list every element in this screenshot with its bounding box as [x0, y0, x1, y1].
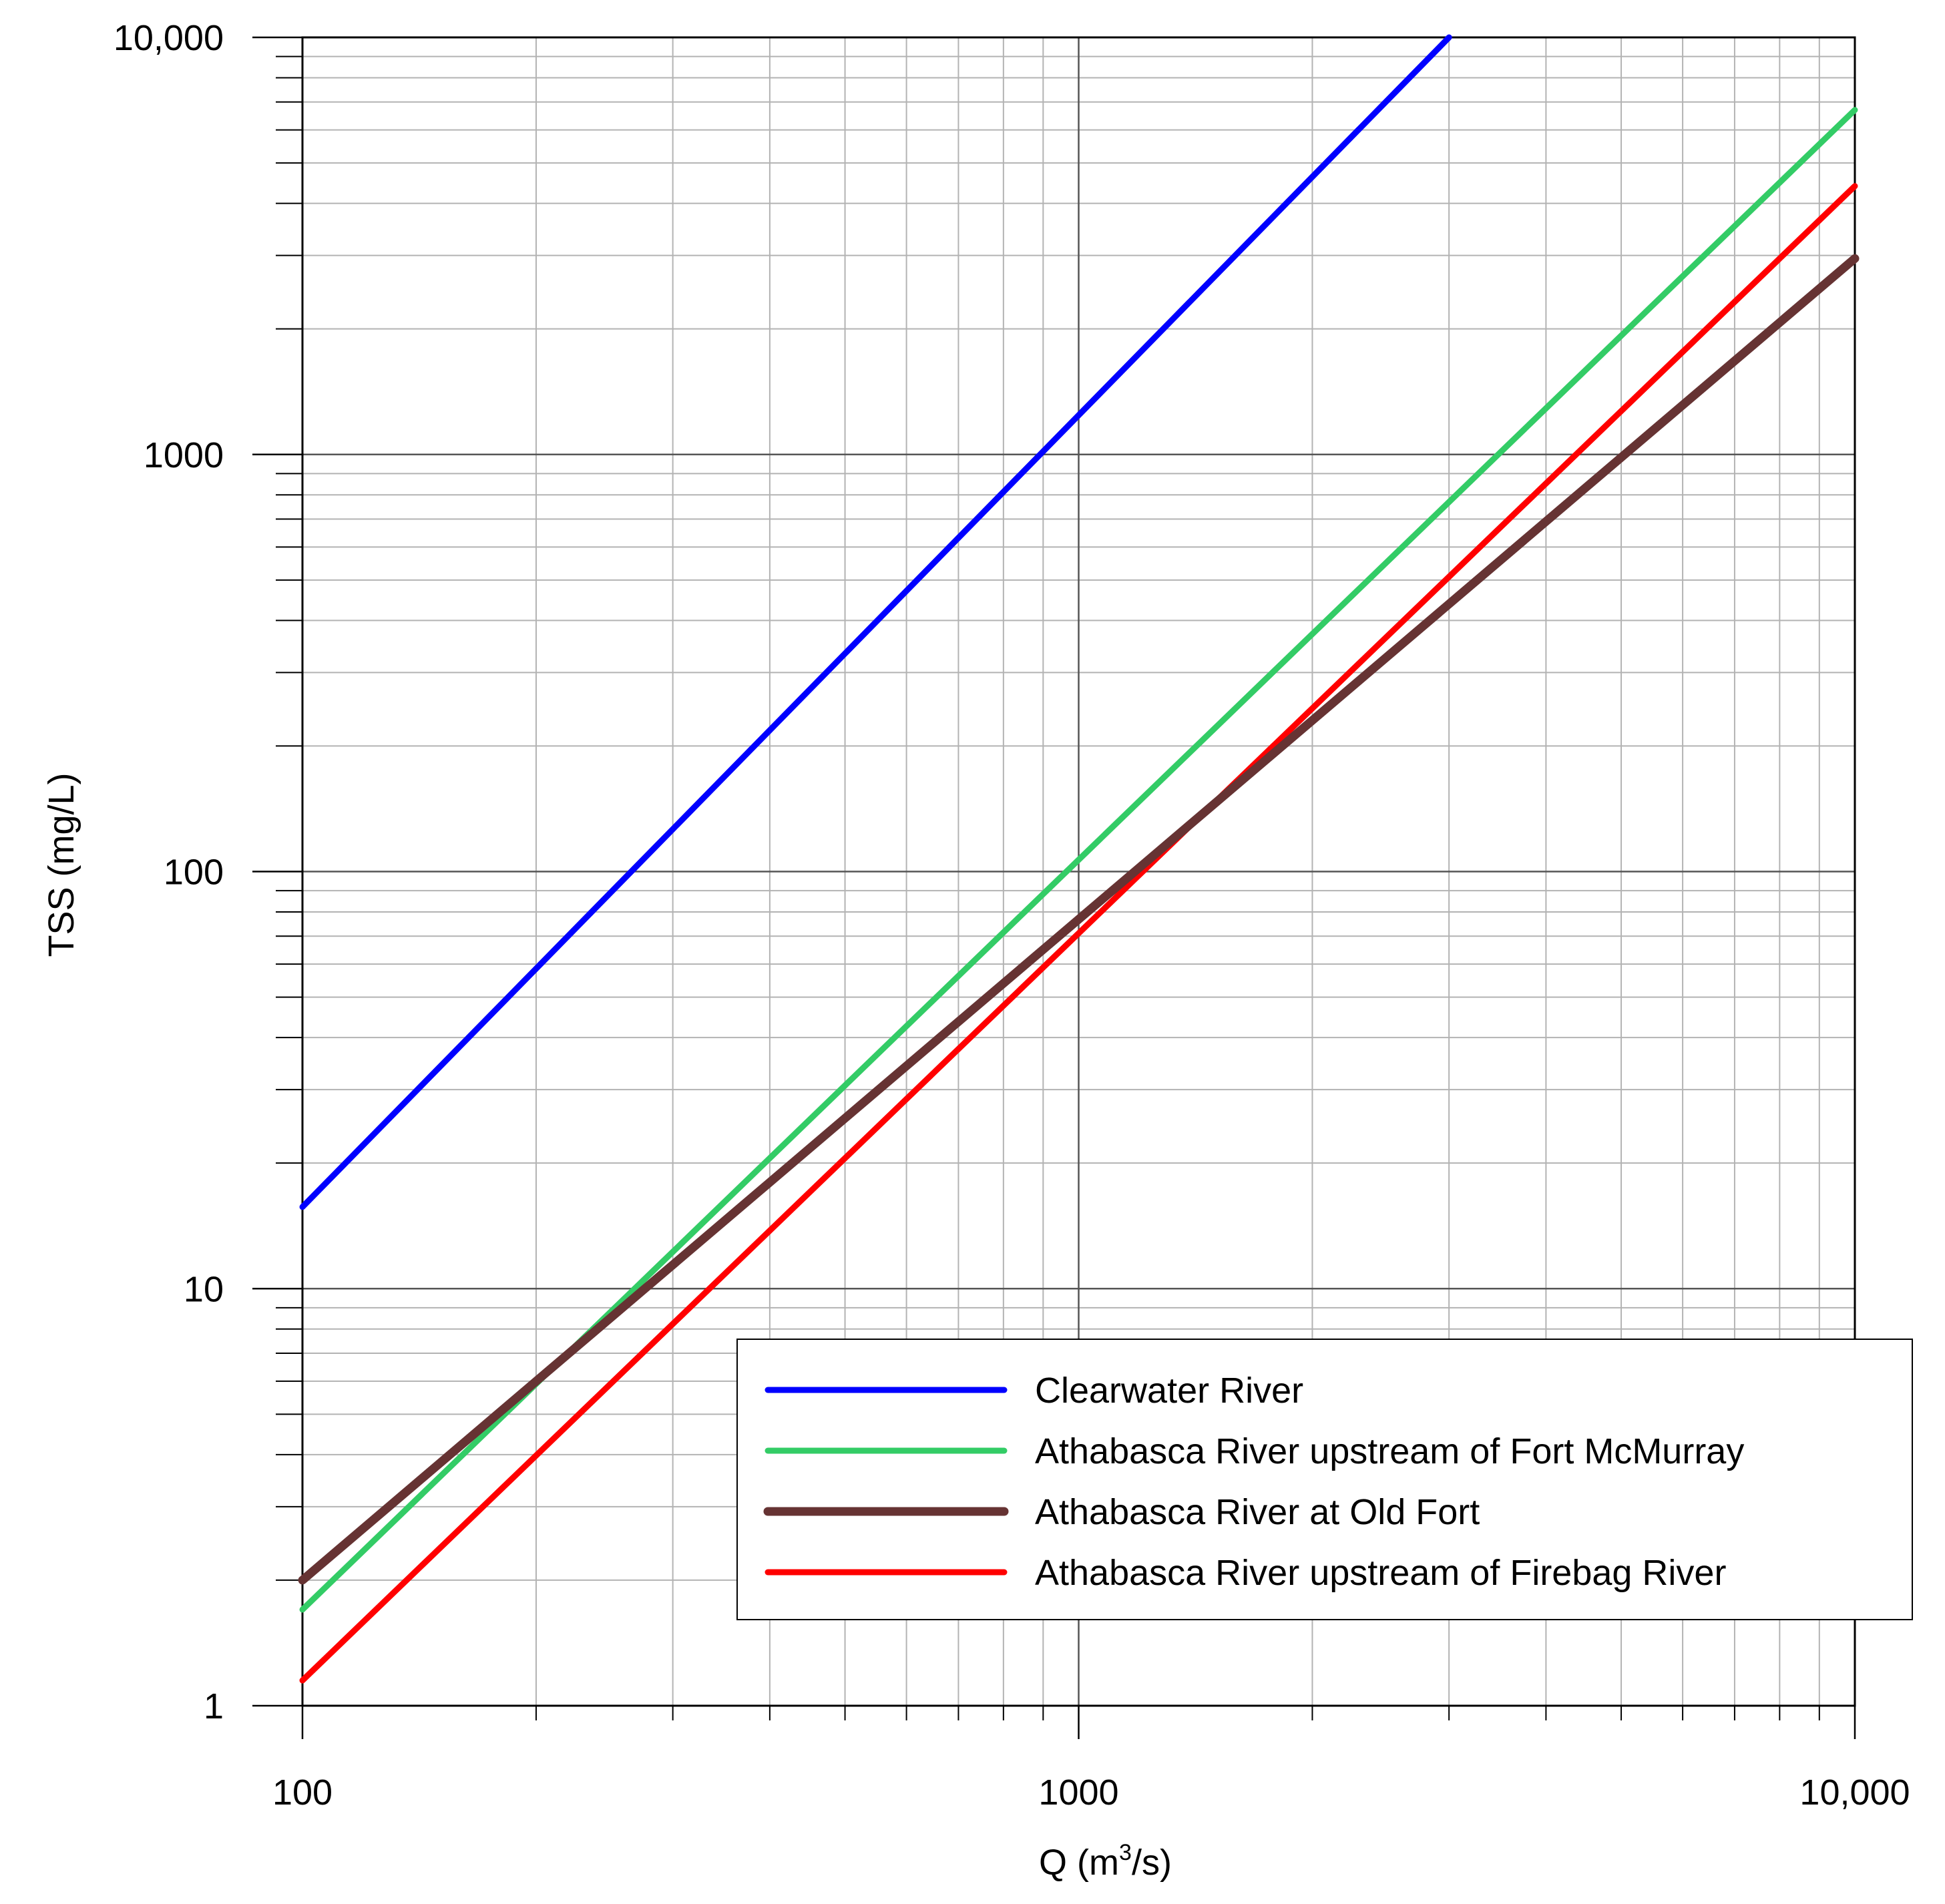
- x-axis-title-superscript: 3: [1119, 1840, 1132, 1865]
- x-tick-label: 1000: [1038, 1772, 1118, 1813]
- y-tick-label: 10,000: [114, 18, 224, 58]
- legend-label: Clearwater River: [1035, 1371, 1303, 1411]
- legend-items: Clearwater River Athabasca River upstream…: [763, 1371, 1744, 1593]
- x-axis-title-main: Q (m: [1039, 1843, 1119, 1883]
- axis-ticks: [252, 36, 1856, 1739]
- y-tick-label: 1000: [144, 435, 224, 475]
- series-lines: [298, 34, 1860, 1684]
- legend-label: Athabasca River upstream of Fort McMurra…: [1035, 1431, 1744, 1471]
- x-axis-title: Q (m3/s): [1039, 1840, 1172, 1883]
- y-tick-labels: 1 10 100 1000 10,000: [114, 18, 224, 1726]
- legend-label: Athabasca River at Old Fort: [1035, 1492, 1480, 1532]
- x-axis-title-tail: /s): [1132, 1843, 1172, 1883]
- y-axis-title: TSS (mg/L): [41, 772, 81, 957]
- x-tick-label: 100: [272, 1772, 333, 1813]
- x-tick-labels: 100 1000 10,000: [272, 1772, 1910, 1813]
- y-tick-label: 1: [204, 1686, 224, 1726]
- legend: Clearwater River Athabasca River upstream…: [736, 1339, 1913, 1620]
- series-line: [298, 254, 1860, 1585]
- y-tick-label: 100: [164, 853, 224, 893]
- x-tick-label: 10,000: [1799, 1772, 1910, 1813]
- y-tick-label: 10: [184, 1269, 224, 1309]
- legend-label: Athabasca River upstream of Firebag Rive…: [1035, 1553, 1726, 1593]
- series-line: [299, 34, 1452, 1210]
- series-line: [299, 183, 1858, 1684]
